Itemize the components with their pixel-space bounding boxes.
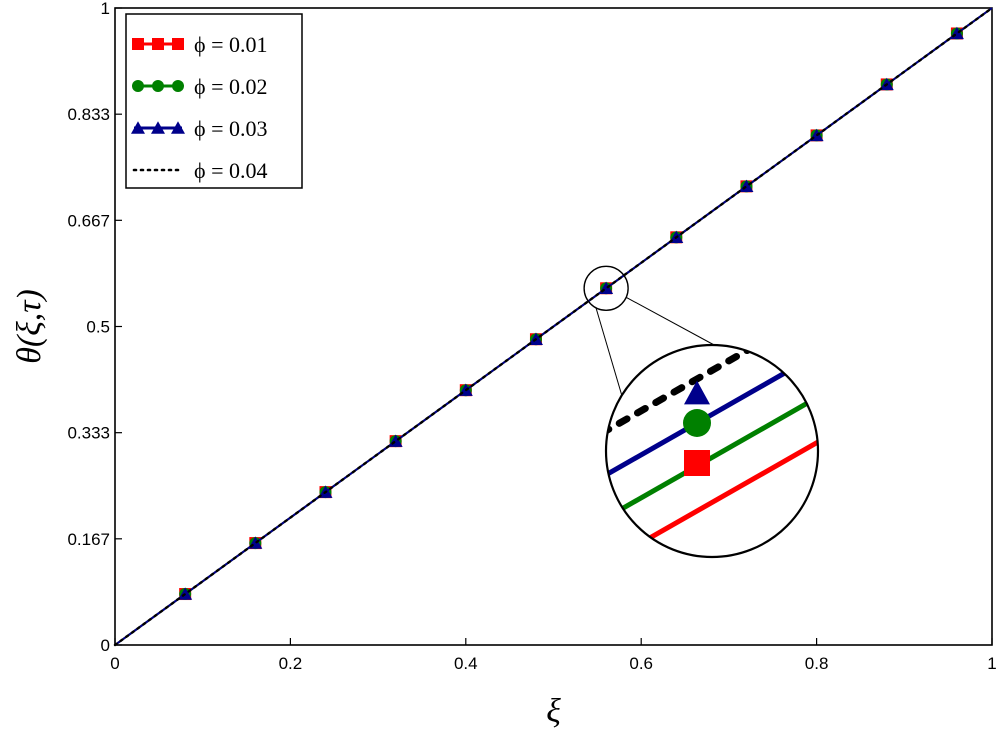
y-axis-title: θ(ξ,τ) — [11, 289, 48, 364]
zoom-connector — [595, 308, 623, 397]
legend-marker — [132, 80, 144, 92]
x-axis-title: ξ — [546, 693, 561, 730]
legend-entry: ϕ = 0.02 — [132, 74, 268, 99]
y-tick-label: 1 — [101, 0, 110, 18]
y-tick-label: 0.5 — [86, 318, 110, 337]
x-tick-label: 0 — [110, 654, 119, 673]
legend-marker — [172, 80, 184, 92]
legend-entry: ϕ = 0.01 — [132, 32, 268, 57]
x-tick-label: 0.2 — [279, 654, 303, 673]
zoom-marker — [683, 409, 711, 437]
x-tick-label: 1 — [987, 654, 996, 673]
legend-entry: ϕ = 0.03 — [131, 116, 268, 141]
zoom-inset-border — [604, 343, 820, 559]
zoom-series-line — [606, 345, 818, 438]
legend-label: ϕ = 0.02 — [194, 74, 268, 99]
y-tick-label: 0.667 — [67, 211, 110, 230]
axis-titles: ξ θ(ξ,τ) — [11, 289, 561, 730]
y-tick-label: 0.167 — [67, 530, 110, 549]
x-tick-label: 0.6 — [629, 654, 653, 673]
series-4 — [113, 6, 994, 647]
legend-marker — [132, 38, 144, 50]
x-tick-label: 0.4 — [454, 654, 478, 673]
series-line — [113, 6, 994, 647]
x-tick-label: 0.8 — [805, 654, 829, 673]
axes: 0 0.2 0.4 0.6 0.8 1 0 0.167 0.333 0.5 0.667 0.833 1 — [67, 0, 996, 673]
legend-marker — [172, 38, 184, 50]
legend-entry: ϕ = 0.04 — [132, 158, 268, 183]
zoom-focus-circle — [583, 265, 629, 311]
y-tick-label: 0.833 — [67, 105, 110, 124]
legend-marker — [171, 121, 185, 134]
y-tick-label: 0.333 — [67, 424, 110, 443]
zoom-marker — [684, 380, 710, 405]
legend-marker — [131, 121, 145, 134]
y-tick-label: 0 — [101, 636, 110, 655]
zoom-series-line — [606, 392, 818, 523]
legend-label: ϕ = 0.01 — [194, 32, 268, 57]
legend-marker — [152, 38, 164, 50]
legend-label: ϕ = 0.04 — [194, 158, 268, 183]
legend: ϕ = 0.01 ϕ = 0.02 ϕ = 0.03 ϕ = 0.04 — [125, 13, 303, 189]
legend-label: ϕ = 0.03 — [194, 116, 268, 141]
legend-marker — [151, 121, 165, 134]
series-layer — [113, 6, 994, 647]
zoom-connector — [625, 296, 717, 347]
legend-marker — [152, 80, 164, 92]
zoom-marker — [684, 450, 710, 476]
zoom-inset — [583, 265, 820, 559]
